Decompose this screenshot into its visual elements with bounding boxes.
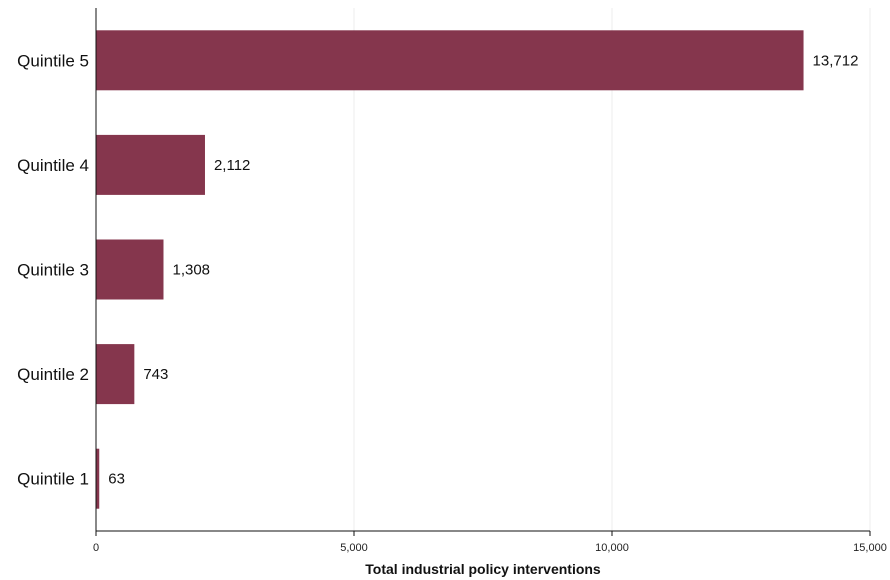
bar-value-label: 743 — [143, 366, 168, 383]
bar — [96, 448, 100, 509]
x-tick-label: 5,000 — [340, 542, 368, 554]
bar — [96, 134, 205, 195]
x-tick-label: 0 — [93, 542, 99, 554]
x-tick-label: 15,000 — [853, 542, 887, 554]
bar-value-label: 63 — [108, 471, 125, 488]
bar-value-label: 13,712 — [813, 52, 859, 69]
category-label: Quintile 1 — [17, 470, 89, 489]
x-tick-label: 10,000 — [595, 542, 629, 554]
bar — [96, 239, 164, 300]
x-axis-title: Total industrial policy interventions — [365, 561, 601, 577]
category-label: Quintile 2 — [17, 365, 89, 384]
category-label: Quintile 3 — [17, 261, 89, 280]
bar — [96, 344, 135, 405]
bar-value-label: 2,112 — [214, 157, 250, 174]
bar-value-label: 1,308 — [172, 262, 210, 279]
category-label: Quintile 4 — [17, 156, 89, 175]
bar — [96, 30, 804, 91]
category-labels: Quintile 5 Quintile 4 Quintile 3 Quintile 2… — [17, 51, 89, 488]
bars — [96, 30, 804, 509]
data-labels: 13,712 2,112 1,308 743 63 — [108, 52, 858, 487]
x-ticks: 0 5,000 10,000 15,000 — [93, 531, 887, 554]
category-label: Quintile 5 — [17, 51, 89, 70]
gridlines — [353, 8, 871, 531]
